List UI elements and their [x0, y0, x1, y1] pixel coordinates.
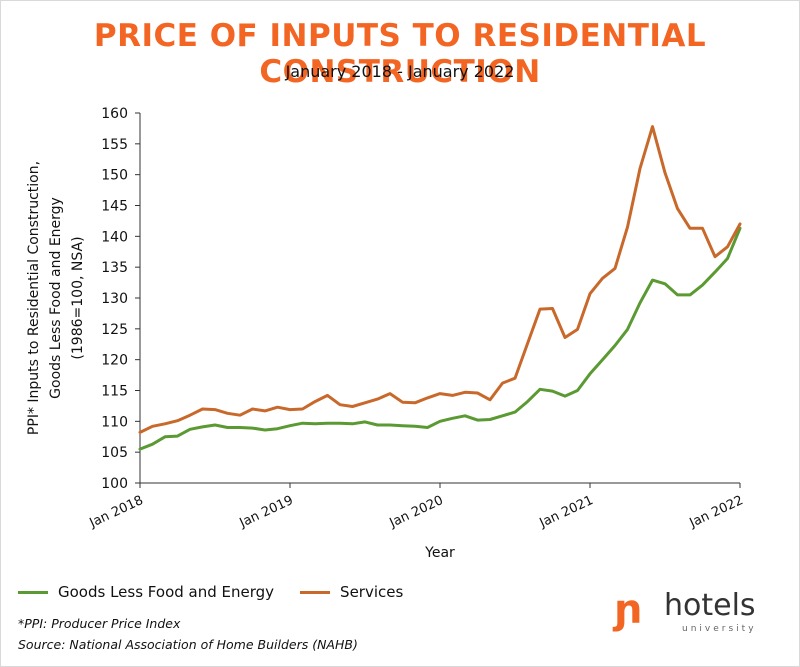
y-tick-label: 100: [101, 476, 128, 492]
logo-subtext: university: [682, 624, 757, 634]
legend-item-goods: Goods Less Food and Energy: [18, 583, 274, 601]
y-axis-title-line: (1986=100, NSA): [70, 236, 86, 359]
y-tick-label: 160: [101, 106, 128, 122]
y-tick-label: 110: [101, 414, 128, 430]
legend: Goods Less Food and Energy Services: [18, 580, 429, 604]
legend-label-services: Services: [340, 583, 404, 601]
x-tick-label: Jan 2019: [237, 493, 296, 531]
y-tick-label: 140: [101, 229, 128, 245]
y-axis-title: PPI* Inputs to Residential Construction,…: [26, 161, 86, 435]
y-tick-label: 115: [101, 384, 128, 400]
y-tick-label: 125: [101, 322, 128, 338]
chart-title: PRICE OF INPUTS TO RESIDENTIAL CONSTRUCT…: [93, 18, 707, 90]
y-tick-label: 150: [101, 168, 128, 184]
legend-item-services: Services: [300, 583, 403, 601]
x-tick-label: Jan 2022: [687, 493, 746, 531]
y-tick-label: 120: [101, 353, 128, 369]
y-axis-title-line: PPI* Inputs to Residential Construction,: [26, 161, 42, 435]
y-tick-label: 130: [101, 291, 128, 307]
y-tick-label: 145: [101, 199, 128, 215]
x-axis-ticks: Jan 2018 Jan 2019 Jan 2020 Jan 2021 Jan 2022: [87, 483, 746, 531]
chart-subtitle: January 2018 - January 2022: [285, 62, 515, 81]
legend-swatch-services: [300, 590, 331, 594]
logo-text: hotels: [664, 588, 756, 623]
footnote-ppi: *PPI: Producer Price Index: [18, 616, 181, 631]
x-tick-label: Jan 2020: [387, 493, 446, 531]
series-lines: [138, 125, 742, 451]
series-line-goods: [138, 226, 742, 451]
x-axis-title: Year: [424, 545, 455, 561]
series-line-services: [138, 125, 742, 434]
y-axis-title-line: Goods Less Food and Energy: [48, 197, 64, 399]
y-tick-label: 135: [101, 260, 128, 276]
y-tick-label: 105: [101, 445, 128, 461]
footnote-source: Source: National Association of Home Bui…: [18, 637, 358, 652]
legend-swatch-goods: [18, 590, 48, 594]
y-tick-label: 155: [101, 137, 128, 153]
legend-label-goods: Goods Less Food and Energy: [58, 583, 275, 601]
hotels-university-logo: ɲ hotels university: [614, 586, 784, 642]
logo-mark-icon: ɲ: [614, 587, 643, 633]
x-tick-label: Jan 2021: [537, 493, 596, 531]
x-tick-label: Jan 2018: [87, 493, 146, 531]
y-axis-ticks: 100 105 110 115 120 125 130 135 140 145 150 155 160: [101, 106, 140, 492]
